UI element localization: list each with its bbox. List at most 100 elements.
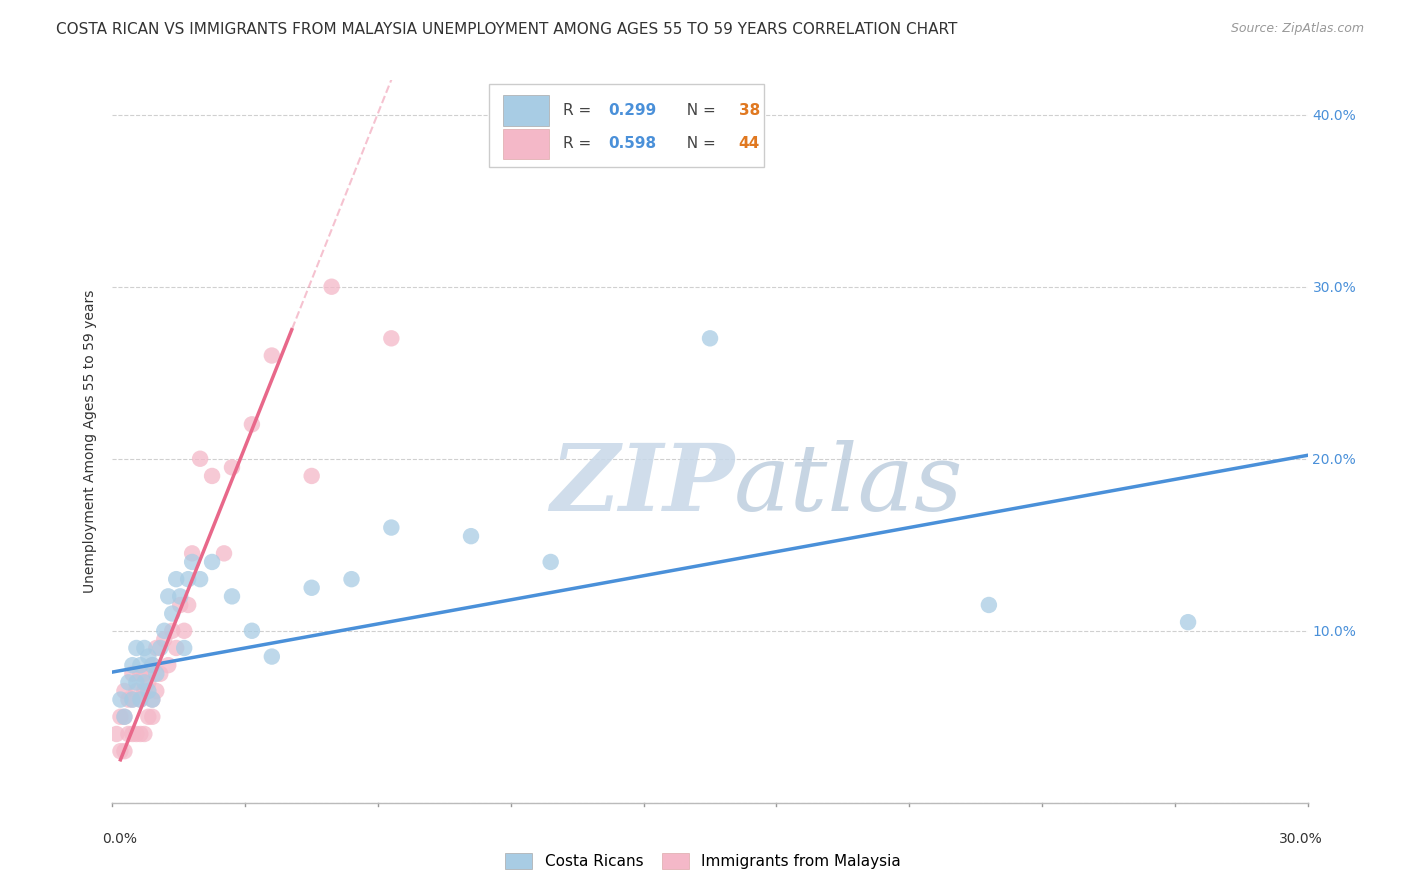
Point	[121, 692, 143, 706]
Point	[117, 692, 139, 706]
Point	[301, 469, 323, 483]
Point	[125, 684, 148, 698]
Legend: Costa Ricans, Immigrants from Malaysia: Costa Ricans, Immigrants from Malaysia	[499, 847, 907, 875]
Point	[162, 607, 183, 621]
Point	[181, 555, 204, 569]
Point	[114, 684, 135, 698]
Point	[149, 666, 172, 681]
Point	[321, 279, 343, 293]
Point	[201, 555, 224, 569]
Text: COSTA RICAN VS IMMIGRANTS FROM MALAYSIA UNEMPLOYMENT AMONG AGES 55 TO 59 YEARS C: COSTA RICAN VS IMMIGRANTS FROM MALAYSIA …	[56, 22, 957, 37]
Point	[221, 590, 243, 604]
Point	[380, 331, 402, 345]
Text: 0.598: 0.598	[609, 136, 657, 152]
Point	[460, 529, 482, 543]
Point	[110, 692, 132, 706]
Point	[212, 546, 235, 560]
FancyBboxPatch shape	[503, 95, 548, 126]
Point	[121, 727, 143, 741]
Text: N =: N =	[676, 103, 720, 118]
FancyBboxPatch shape	[489, 84, 763, 167]
Point	[181, 546, 204, 560]
Y-axis label: Unemployment Among Ages 55 to 59 years: Unemployment Among Ages 55 to 59 years	[83, 290, 97, 593]
Point	[114, 710, 135, 724]
Point	[188, 451, 211, 466]
Point	[117, 727, 139, 741]
Point	[129, 727, 152, 741]
Text: atlas: atlas	[734, 440, 963, 530]
Point	[380, 520, 402, 534]
Text: 0.299: 0.299	[609, 103, 657, 118]
Point	[141, 692, 163, 706]
Point	[240, 417, 263, 432]
Text: 0.0%: 0.0%	[103, 832, 136, 846]
Text: ZIP: ZIP	[550, 440, 734, 530]
Point	[105, 727, 128, 741]
Text: 38: 38	[738, 103, 761, 118]
Point	[540, 555, 562, 569]
Point	[153, 624, 176, 638]
Point	[157, 658, 180, 673]
Point	[177, 572, 200, 586]
Point	[129, 692, 152, 706]
Point	[157, 590, 180, 604]
Point	[145, 640, 167, 655]
Point	[260, 349, 283, 363]
Point	[125, 727, 148, 741]
Point	[129, 666, 152, 681]
Point	[114, 710, 135, 724]
Point	[162, 624, 183, 638]
Point	[138, 649, 160, 664]
Point	[121, 692, 143, 706]
Point	[173, 624, 195, 638]
Point	[134, 684, 156, 698]
Point	[301, 581, 323, 595]
Text: R =: R =	[562, 136, 596, 152]
Point	[145, 684, 167, 698]
Point	[134, 666, 156, 681]
Point	[125, 640, 148, 655]
Point	[145, 666, 167, 681]
Point	[977, 598, 1000, 612]
Point	[129, 658, 152, 673]
Point	[114, 744, 135, 758]
Point	[138, 710, 160, 724]
Point	[141, 658, 163, 673]
FancyBboxPatch shape	[503, 128, 548, 159]
Point	[177, 598, 200, 612]
Point	[1177, 615, 1199, 630]
Point	[169, 598, 191, 612]
Point	[110, 710, 132, 724]
Point	[121, 666, 143, 681]
Point	[260, 649, 283, 664]
Text: N =: N =	[676, 136, 720, 152]
Point	[188, 572, 211, 586]
Point	[340, 572, 363, 586]
Text: Source: ZipAtlas.com: Source: ZipAtlas.com	[1230, 22, 1364, 36]
Point	[149, 640, 172, 655]
Point	[141, 710, 163, 724]
Point	[169, 590, 191, 604]
Point	[173, 640, 195, 655]
Point	[138, 684, 160, 698]
Point	[165, 640, 187, 655]
Point	[129, 692, 152, 706]
Point	[153, 632, 176, 647]
Point	[138, 675, 160, 690]
Point	[221, 460, 243, 475]
Point	[134, 640, 156, 655]
Point	[134, 727, 156, 741]
Point	[134, 675, 156, 690]
Point	[121, 658, 143, 673]
Point	[201, 469, 224, 483]
Point	[165, 572, 187, 586]
Point	[240, 624, 263, 638]
Point	[125, 675, 148, 690]
Point	[117, 675, 139, 690]
Point	[699, 331, 721, 345]
Text: 44: 44	[738, 136, 761, 152]
Text: R =: R =	[562, 103, 596, 118]
Text: 30.0%: 30.0%	[1278, 832, 1323, 846]
Point	[110, 744, 132, 758]
Point	[141, 658, 163, 673]
